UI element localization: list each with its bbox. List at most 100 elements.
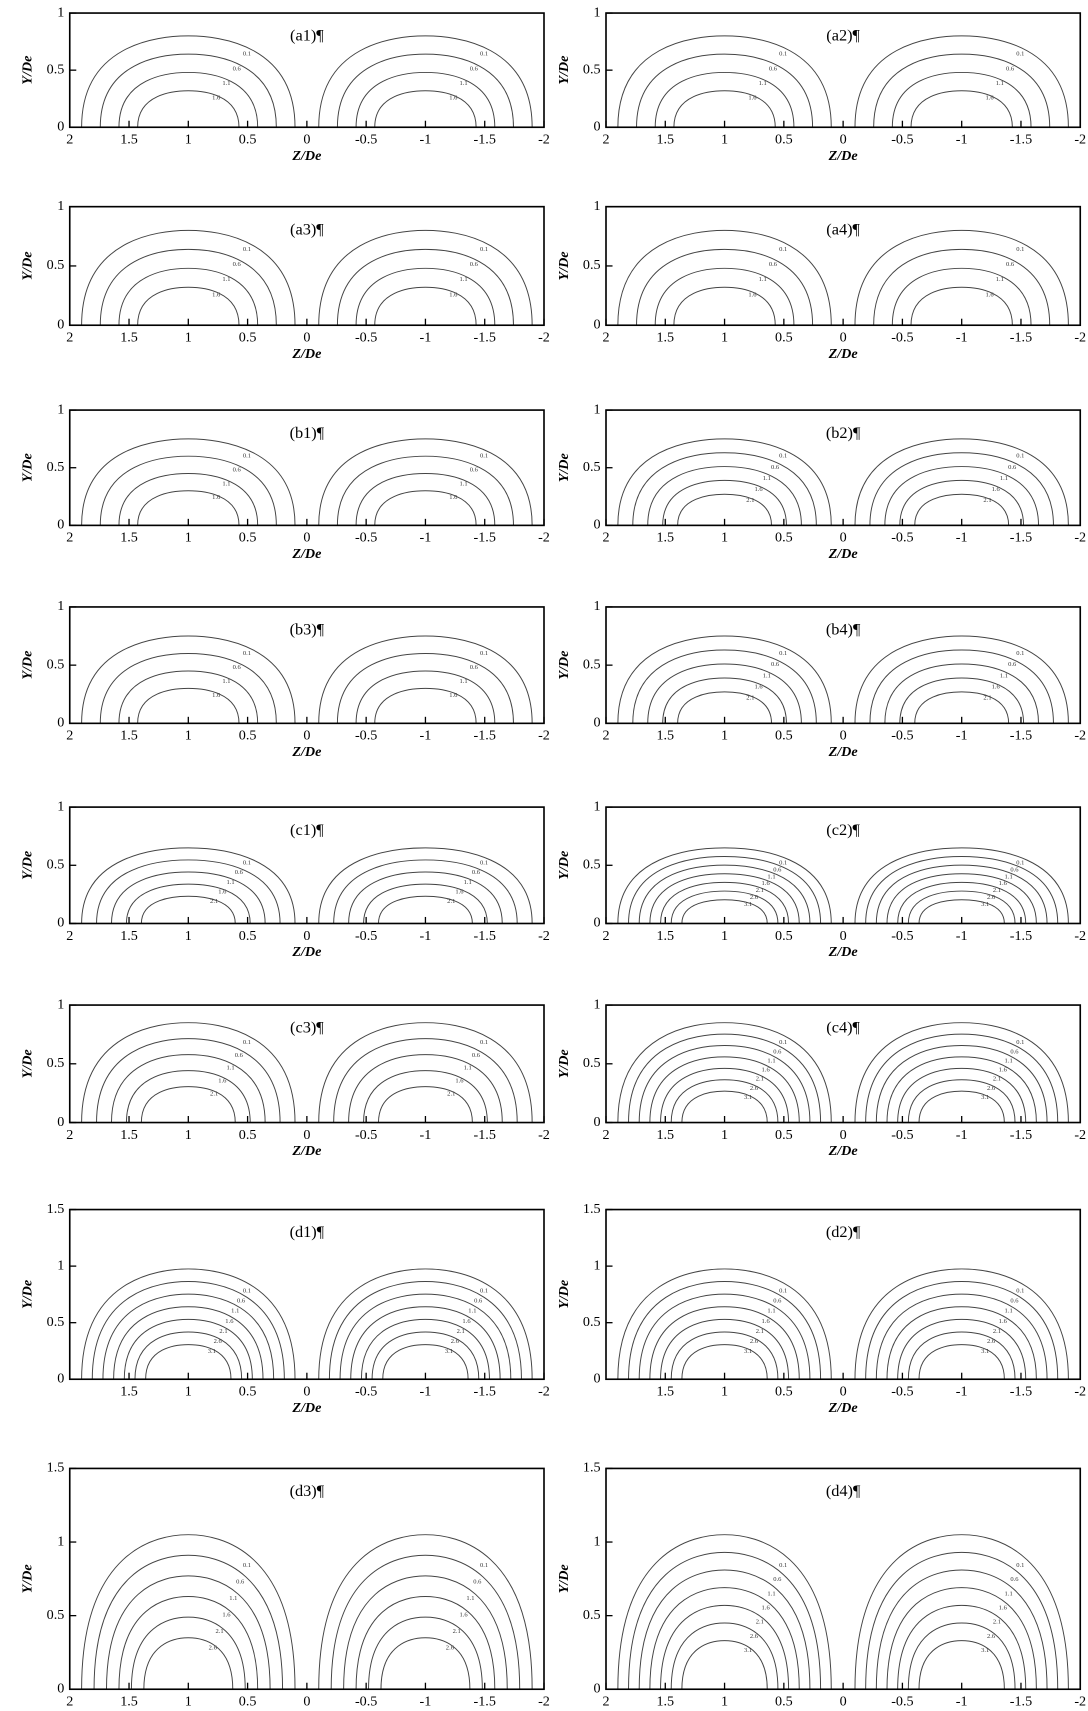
contour-line bbox=[137, 490, 240, 526]
contour-line bbox=[854, 438, 1069, 526]
contour-line bbox=[670, 1622, 779, 1690]
contour-label: 1.1 bbox=[1000, 672, 1008, 679]
y-axis-label: Y/De bbox=[556, 251, 572, 280]
contour-label: 0.1 bbox=[243, 1288, 251, 1295]
contour-line bbox=[875, 864, 1048, 924]
x-tick-label: -1.5 bbox=[474, 1384, 496, 1400]
x-tick-label: -2 bbox=[1074, 330, 1086, 346]
y-tick-label: 0 bbox=[593, 915, 600, 931]
x-tick-label: -0.5 bbox=[355, 1127, 377, 1143]
contour-line bbox=[891, 71, 1032, 128]
contour-label: 0.1 bbox=[243, 650, 251, 657]
contour-label: 0.6 bbox=[773, 1298, 782, 1305]
contour-label: 0.6 bbox=[233, 664, 242, 671]
y-tick-label: 1 bbox=[593, 198, 600, 214]
y-axis-label: Y/De bbox=[556, 851, 572, 880]
contour-label: 0.6 bbox=[1008, 464, 1017, 471]
contour-label: 2.6 bbox=[987, 1338, 996, 1345]
contour-line bbox=[899, 677, 1025, 724]
contour-line bbox=[677, 691, 773, 724]
y-tick-label: 0 bbox=[57, 119, 64, 135]
panel: 0.1 0.6 1.1 1.6 2.1 2.6 3.1 0.1 0.6 1.1 1.6 2.1 2.6 3… bbox=[556, 1201, 1086, 1416]
contour-line bbox=[638, 864, 811, 924]
contour-label: 1.6 bbox=[762, 1067, 771, 1074]
contour-line bbox=[681, 1344, 768, 1380]
contour-label: 0.6 bbox=[235, 869, 244, 876]
contour-label: 1.1 bbox=[460, 678, 468, 685]
contour-line bbox=[110, 871, 266, 924]
y-tick-label: 0 bbox=[57, 1114, 64, 1130]
contour-label: 1.1 bbox=[767, 1590, 775, 1597]
contour-line bbox=[660, 1067, 790, 1123]
panel-title: (c3)¶ bbox=[290, 1018, 324, 1037]
contour-label: 0.6 bbox=[773, 866, 782, 873]
x-tick-label: 1 bbox=[185, 1384, 192, 1400]
contour-label: 3.1 bbox=[981, 901, 989, 908]
x-tick-label: 0 bbox=[303, 330, 310, 346]
contour-line bbox=[336, 53, 514, 128]
contour-label: 1.1 bbox=[222, 480, 230, 487]
contour-label: 0.6 bbox=[1010, 1048, 1019, 1055]
x-tick-label: 0 bbox=[303, 132, 310, 148]
contour-label: 1.6 bbox=[985, 291, 994, 298]
contour-label: 1.6 bbox=[755, 486, 764, 493]
x-tick-label: 0.5 bbox=[239, 1694, 257, 1710]
x-tick-label: 0.5 bbox=[775, 530, 793, 546]
contour-line bbox=[670, 1331, 779, 1380]
contour-label: 2.6 bbox=[750, 894, 759, 901]
contour-label: 2.1 bbox=[210, 1090, 218, 1097]
contour-label: 2.6 bbox=[750, 1085, 759, 1092]
contour-line bbox=[336, 248, 514, 326]
contour-label: 1.6 bbox=[762, 880, 771, 887]
y-tick-label: 0 bbox=[57, 1370, 64, 1386]
contour-label: 1.1 bbox=[231, 1308, 239, 1315]
x-tick-label: -1.5 bbox=[474, 728, 496, 744]
x-tick-label: 1.5 bbox=[120, 1384, 138, 1400]
x-axis-label: Z/De bbox=[291, 346, 321, 362]
contour-line bbox=[140, 1086, 236, 1123]
contour-line bbox=[140, 895, 236, 924]
y-tick-label: 1 bbox=[57, 1257, 64, 1273]
y-tick-label: 1 bbox=[57, 401, 64, 417]
x-tick-label: -1.5 bbox=[1010, 1127, 1032, 1143]
panel-title: (d2)¶ bbox=[826, 1222, 861, 1241]
contour-label: 1.1 bbox=[222, 80, 230, 87]
contour-line bbox=[318, 229, 533, 326]
contour-line bbox=[670, 1079, 779, 1123]
contour-line bbox=[673, 286, 776, 326]
panel-title: (c4)¶ bbox=[826, 1018, 860, 1037]
contour-label: 3.1 bbox=[981, 1094, 989, 1101]
x-tick-label: 2 bbox=[66, 132, 73, 148]
contour-line bbox=[638, 1569, 811, 1690]
contour-label: 1.6 bbox=[218, 1077, 227, 1084]
contour-line bbox=[318, 35, 533, 128]
contour-label: 0.6 bbox=[233, 467, 242, 474]
contour-label: 0.1 bbox=[779, 859, 787, 866]
x-tick-label: -1.5 bbox=[1010, 530, 1032, 546]
contour-label: 2.1 bbox=[993, 1076, 1001, 1083]
contour-line bbox=[81, 847, 296, 924]
contour-line bbox=[918, 899, 1005, 924]
contour-label: 1.1 bbox=[767, 1308, 775, 1315]
contour-line bbox=[907, 1079, 1016, 1123]
x-tick-label: 1.5 bbox=[120, 728, 138, 744]
contour-line bbox=[918, 1090, 1005, 1123]
x-tick-label: -0.5 bbox=[891, 330, 913, 346]
contour-line bbox=[910, 90, 1013, 128]
panel: 0.10.61.11.60.10.61.11.62 1.5 1 0.5 0 -0.5 -1-… bbox=[20, 4, 550, 164]
contour-label: 2.6 bbox=[446, 1645, 455, 1652]
contour-line bbox=[143, 1637, 234, 1690]
x-tick-label: 0.5 bbox=[775, 1127, 793, 1143]
contour-label: 2.1 bbox=[983, 695, 991, 702]
contour-line bbox=[654, 267, 795, 326]
contour-line bbox=[348, 871, 503, 924]
x-tick-label: 2 bbox=[602, 330, 609, 346]
contour-line bbox=[638, 1293, 811, 1380]
contour-line bbox=[854, 35, 1069, 128]
contour-label: 1.6 bbox=[755, 684, 764, 691]
x-axis-label: Z/De bbox=[291, 1710, 321, 1711]
contour-label: 1.1 bbox=[229, 1595, 237, 1602]
contour-line bbox=[106, 1575, 271, 1690]
contour-line bbox=[137, 286, 240, 326]
contour-line bbox=[865, 1281, 1059, 1380]
